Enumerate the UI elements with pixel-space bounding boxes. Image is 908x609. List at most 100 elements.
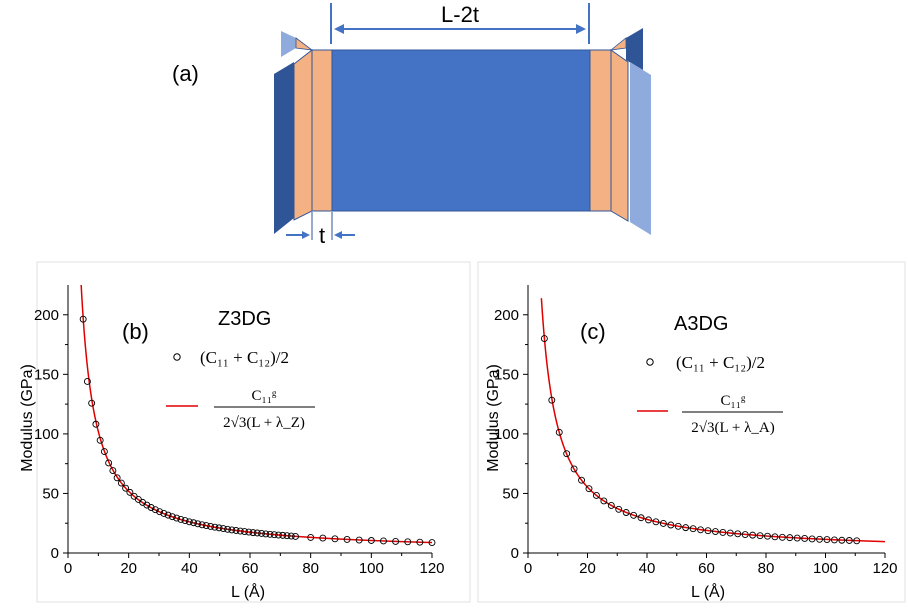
data-point [600, 497, 608, 505]
data-point [355, 536, 363, 544]
data-point [258, 530, 265, 537]
data-point [563, 450, 571, 458]
data-point [711, 528, 719, 536]
x-tick-label: 40 [181, 560, 198, 577]
data-point [764, 532, 771, 540]
panel-b-title: Z3DG [218, 308, 271, 330]
data-point [367, 537, 375, 544]
data-point [83, 378, 91, 385]
data-point [749, 531, 757, 539]
legend-b-curve-denominator: 2√3(L + λ_Z) [223, 415, 305, 431]
right-edge-trapezoid [610, 49, 629, 222]
length-label: L-2t [441, 2, 479, 27]
data-point [262, 530, 270, 538]
right-edge-block [589, 49, 612, 212]
y-tick-label: 50 [42, 485, 59, 502]
data-point [109, 467, 117, 475]
left-edge-block [311, 49, 333, 212]
data-point [853, 537, 861, 545]
data-point [287, 532, 295, 540]
data-point [540, 335, 548, 343]
data-point [249, 529, 257, 537]
x-tick-label: 0 [64, 560, 72, 577]
x-tick-label: 60 [698, 560, 715, 577]
data-point [219, 525, 227, 533]
x-tick-label: 120 [419, 560, 444, 577]
data-point [105, 459, 113, 467]
data-point [719, 528, 727, 536]
data-point [771, 533, 779, 541]
data-point [100, 448, 108, 455]
x-tick-label: 0 [524, 560, 532, 577]
data-point [173, 514, 181, 522]
data-point [156, 508, 164, 516]
data-point [659, 520, 667, 527]
data-point [622, 509, 630, 516]
panel-c-label: (c) [580, 319, 606, 344]
data-point [211, 523, 219, 531]
data-point [202, 522, 210, 530]
central-body [331, 49, 591, 212]
data-point [674, 522, 682, 530]
data-point [228, 526, 236, 534]
data-point [607, 502, 615, 509]
data-point [151, 506, 159, 514]
x-tick-label: 40 [639, 560, 656, 577]
x-tick-label: 80 [302, 560, 319, 577]
left-light-flange [281, 31, 296, 57]
data-point [645, 516, 652, 524]
right-light-flange [630, 62, 651, 235]
data-point [126, 488, 134, 496]
legend-b-point-marker [173, 353, 181, 361]
panel-b-frame [36, 261, 471, 603]
data-point [279, 531, 287, 539]
panel-b-xlabel: L (Å) [231, 582, 265, 601]
data-point [207, 522, 215, 530]
data-point [92, 420, 100, 428]
thickness-arrowhead-left [302, 231, 310, 239]
data-point [198, 521, 206, 529]
legend-c-curve-numerator: C₁₁ᵍ [721, 393, 746, 409]
data-point [307, 533, 315, 541]
panel-c-title: A3DG [674, 313, 728, 335]
data-point [122, 484, 130, 492]
data-point [816, 535, 823, 543]
data-point [392, 537, 400, 545]
data-point [164, 511, 172, 519]
data-point [292, 532, 299, 540]
data-point [194, 520, 202, 528]
panel-b-ylabel: Modulus (GPa) [19, 364, 36, 472]
data-point [570, 465, 578, 473]
data-point [578, 476, 585, 484]
data-point [253, 529, 261, 537]
y-tick-label: 50 [502, 485, 519, 502]
data-point [652, 518, 660, 526]
x-tick-label: 80 [758, 560, 775, 577]
data-point [801, 535, 809, 542]
x-tick-label: 20 [579, 560, 596, 577]
left-dark-flange [274, 62, 294, 234]
data-point [79, 315, 87, 323]
data-point [160, 510, 168, 517]
length-arrowhead-right [576, 24, 586, 34]
panel-c-xlabel: L (Å) [691, 582, 725, 601]
panel-c-legend: (C₁₁ + C₁₂)/2 C₁₁ᵍ 2√3(L + λ_A) [637, 353, 783, 436]
data-point [682, 524, 690, 532]
data-point [548, 396, 556, 404]
legend-c-points-label: (C₁₁ + C₁₂)/2 [676, 353, 765, 372]
data-point [331, 535, 339, 543]
data-point [88, 399, 96, 407]
left-small-tab [295, 37, 314, 51]
panel-c-frame [477, 261, 906, 603]
data-point [793, 534, 801, 542]
data-point [630, 511, 638, 519]
panel-a-label: (a) [172, 61, 199, 86]
data-point [697, 526, 704, 534]
left-edge-trapezoid [293, 48, 313, 221]
data-point [319, 534, 327, 542]
data-point [667, 521, 675, 529]
data-point [778, 533, 786, 541]
schematic-panel-a: (a) L-2t t [172, 2, 651, 248]
thickness-arrowhead-right [334, 231, 342, 239]
